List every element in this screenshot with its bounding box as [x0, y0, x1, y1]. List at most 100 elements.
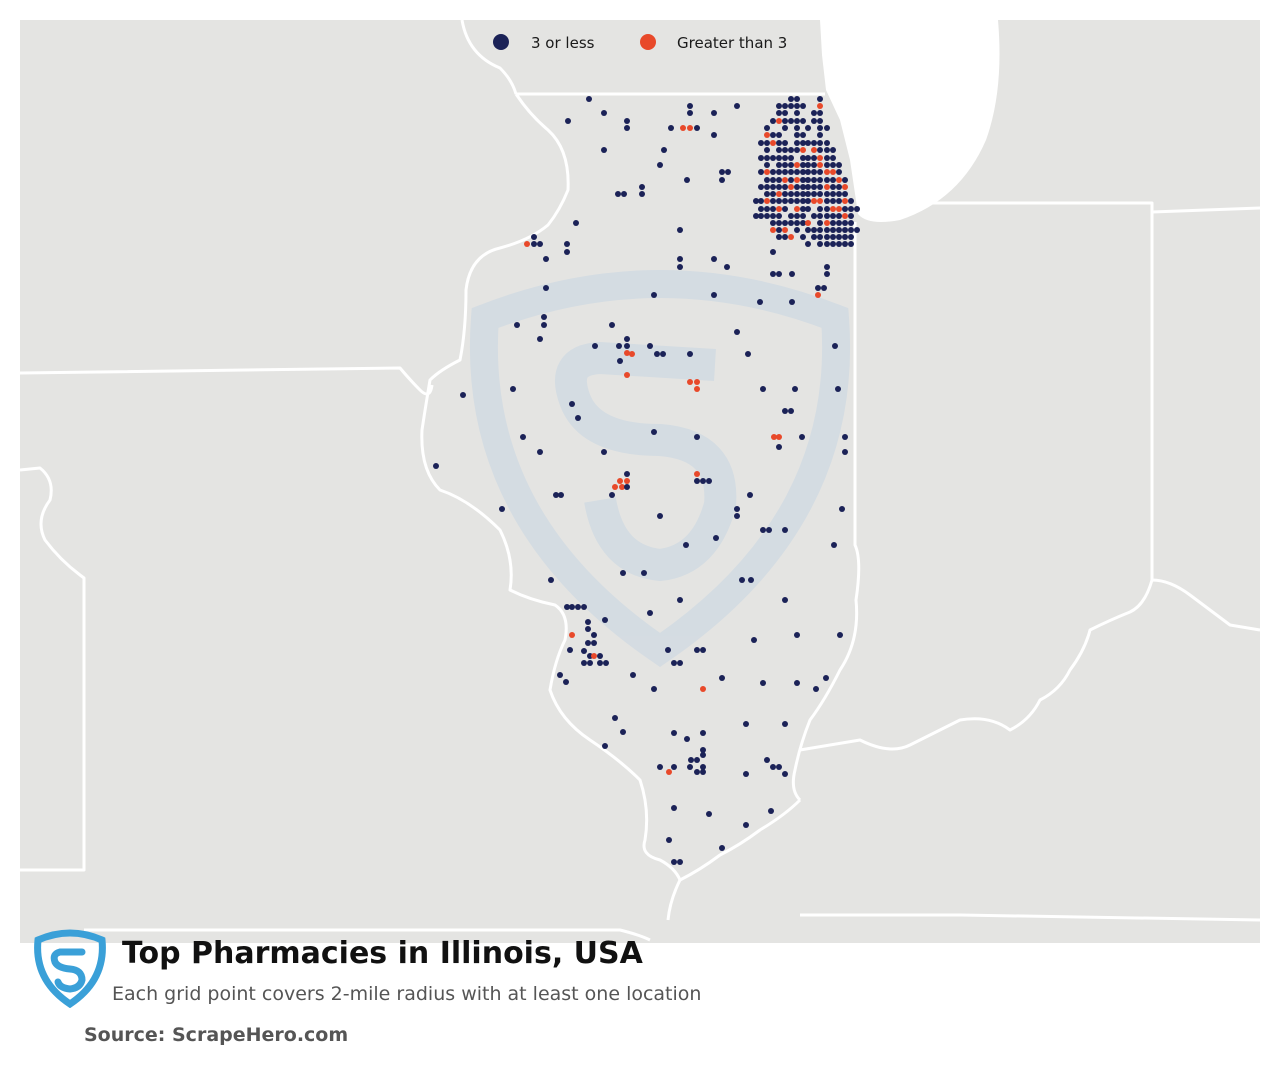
location-point-low	[760, 680, 766, 686]
location-point-low	[824, 206, 830, 212]
location-point-low	[788, 191, 794, 197]
location-point-low	[700, 478, 706, 484]
location-point-low	[687, 764, 693, 770]
location-point-low	[591, 640, 597, 646]
location-point-low	[531, 241, 537, 247]
location-point-high	[817, 155, 823, 161]
location-point-low	[592, 343, 598, 349]
location-point-low	[794, 680, 800, 686]
location-point-low	[706, 811, 712, 817]
location-point-low	[824, 227, 830, 233]
location-point-high	[811, 198, 817, 204]
map-subtitle: Each grid point covers 2-mile radius wit…	[112, 983, 702, 1005]
location-point-low	[601, 110, 607, 116]
location-point-low	[433, 463, 439, 469]
mo-south-border	[84, 928, 651, 942]
location-point-low	[782, 103, 788, 109]
location-point-low	[811, 191, 817, 197]
location-point-low	[776, 271, 782, 277]
location-point-low	[563, 679, 569, 685]
location-point-low	[837, 632, 843, 638]
location-point-low	[639, 184, 645, 190]
location-point-high	[788, 234, 794, 240]
location-point-low	[770, 118, 776, 124]
location-point-low	[764, 125, 770, 131]
location-point-low	[684, 177, 690, 183]
location-point-low	[757, 299, 763, 305]
location-point-low	[811, 184, 817, 190]
location-point-low	[671, 805, 677, 811]
location-point-low	[677, 859, 683, 865]
location-point-high	[817, 162, 823, 168]
location-point-low	[612, 715, 618, 721]
location-point-low	[585, 640, 591, 646]
location-point-low	[800, 206, 806, 212]
location-point-low	[836, 191, 842, 197]
land-background	[20, 20, 1260, 943]
location-point-low	[831, 542, 837, 548]
wi-west-border	[460, 19, 518, 95]
location-point-low	[842, 241, 848, 247]
location-point-high	[830, 169, 836, 175]
location-point-high	[764, 198, 770, 204]
location-point-low	[734, 329, 740, 335]
location-point-low	[799, 434, 805, 440]
location-point-low	[624, 336, 630, 342]
location-point-low	[805, 155, 811, 161]
location-point-low	[811, 227, 817, 233]
location-point-low	[824, 234, 830, 240]
location-point-high	[842, 198, 848, 204]
location-point-low	[753, 213, 759, 219]
location-point-high	[694, 386, 700, 392]
location-point-low	[794, 632, 800, 638]
location-point-low	[805, 177, 811, 183]
location-point-low	[805, 169, 811, 175]
location-point-low	[601, 449, 607, 455]
location-point-low	[794, 132, 800, 138]
location-point-high	[569, 632, 575, 638]
location-point-low	[817, 227, 823, 233]
location-point-low	[651, 429, 657, 435]
location-point-low	[782, 527, 788, 533]
location-point-low	[794, 184, 800, 190]
location-point-low	[788, 155, 794, 161]
ky-tn-border	[666, 879, 1261, 922]
location-point-low	[824, 213, 830, 219]
location-point-low	[823, 675, 829, 681]
location-point-low	[805, 140, 811, 146]
location-point-low	[499, 506, 505, 512]
location-point-low	[764, 184, 770, 190]
location-point-low	[811, 177, 817, 183]
location-point-low	[770, 213, 776, 219]
location-point-low	[510, 386, 516, 392]
location-point-low	[671, 660, 677, 666]
location-point-high	[687, 125, 693, 131]
location-point-low	[794, 198, 800, 204]
location-point-low	[624, 343, 630, 349]
location-point-low	[776, 162, 782, 168]
location-point-low	[824, 177, 830, 183]
location-point-low	[811, 213, 817, 219]
western-state-border	[19, 466, 86, 872]
location-point-low	[617, 358, 623, 364]
location-point-low	[665, 647, 671, 653]
location-point-low	[800, 155, 806, 161]
source-credit: Source: ScrapeHero.com	[84, 1024, 349, 1046]
location-point-low	[706, 478, 712, 484]
location-point-low	[770, 271, 776, 277]
location-point-low	[624, 471, 630, 477]
location-point-low	[543, 256, 549, 262]
location-point-low	[788, 162, 794, 168]
location-point-low	[753, 198, 759, 204]
location-point-low	[776, 155, 782, 161]
location-point-low	[615, 191, 621, 197]
location-point-low	[800, 220, 806, 226]
location-point-low	[800, 198, 806, 204]
location-point-low	[848, 220, 854, 226]
location-point-low	[745, 351, 751, 357]
location-point-low	[811, 110, 817, 116]
location-point-low	[776, 169, 782, 175]
location-point-low	[700, 730, 706, 736]
location-point-low	[830, 177, 836, 183]
location-point-high	[824, 184, 830, 190]
